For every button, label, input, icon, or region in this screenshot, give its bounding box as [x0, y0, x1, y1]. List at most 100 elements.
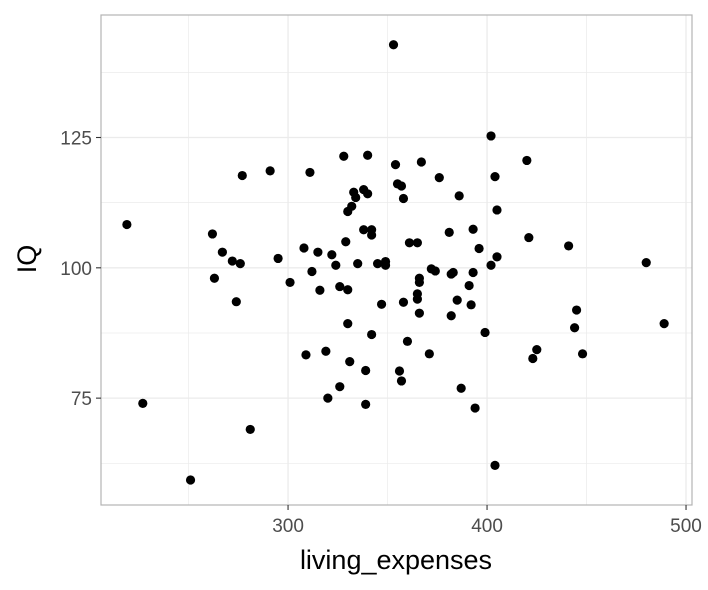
data-point: [335, 382, 345, 392]
data-point: [424, 349, 434, 359]
data-point: [388, 40, 399, 50]
data-point: [480, 327, 490, 338]
panel-border: [100, 14, 693, 506]
data-point: [412, 238, 422, 248]
data-point: [343, 285, 353, 295]
data-point: [398, 297, 409, 307]
major-gridlines: [101, 15, 692, 505]
data-point: [522, 155, 532, 166]
data-point: [396, 376, 407, 386]
data-point: [532, 345, 542, 355]
y-axis-ticks: 75 100 125: [60, 129, 101, 410]
data-point: [444, 227, 454, 237]
data-point: [361, 399, 371, 409]
y-tick-label: 75: [71, 389, 92, 410]
data-point: [430, 266, 440, 276]
data-point: [434, 173, 444, 183]
data-point: [414, 308, 424, 318]
x-tick-label: 500: [670, 516, 702, 537]
data-point: [394, 366, 405, 376]
data-point: [490, 171, 500, 182]
data-point: [452, 295, 462, 305]
data-point: [363, 189, 373, 199]
data-point: [323, 393, 333, 403]
data-point: [380, 260, 391, 270]
data-point: [353, 259, 363, 269]
data-point: [185, 475, 196, 485]
data-point: [402, 336, 413, 346]
data-point: [237, 170, 247, 181]
data-point: [363, 150, 373, 160]
data-point: [416, 157, 426, 167]
data-point: [398, 193, 409, 204]
data-point: [468, 224, 478, 234]
data-point: [367, 225, 377, 235]
data-point: [245, 424, 255, 435]
data-point: [351, 192, 361, 203]
data-point: [446, 311, 456, 321]
data-point: [341, 237, 351, 247]
data-point: [390, 160, 401, 170]
data-point: [315, 285, 325, 295]
data-point: [456, 383, 466, 393]
data-point: [347, 201, 357, 211]
data-point: [571, 305, 582, 315]
data-point: [273, 253, 283, 264]
x-tick-label: 400: [471, 516, 503, 537]
data-point: [492, 252, 502, 262]
data-point: [313, 247, 323, 257]
data-point: [490, 460, 500, 470]
data-point: [486, 131, 496, 141]
data-point: [327, 250, 337, 260]
y-axis-title: IQ: [12, 245, 42, 274]
data-point: [448, 267, 458, 278]
data-point: [466, 300, 476, 310]
data-point: [528, 353, 538, 364]
data-point: [396, 181, 407, 191]
data-point: [474, 243, 484, 254]
data-point: [335, 281, 345, 292]
data-point: [486, 260, 496, 270]
data-point: [524, 232, 534, 243]
data-point: [412, 289, 422, 299]
x-axis-title: living_expenses: [300, 545, 492, 575]
x-axis-ticks: 300 400 500: [272, 505, 702, 537]
data-point: [359, 225, 369, 235]
data-point: [301, 350, 311, 360]
data-point: [285, 277, 295, 288]
data-point: [343, 318, 353, 329]
data-point: [564, 241, 574, 251]
data-point: [468, 267, 478, 278]
data-point: [404, 238, 415, 248]
data-point: [321, 346, 331, 356]
y-tick-label: 100: [60, 259, 92, 280]
data-point: [217, 247, 227, 257]
data-point: [339, 151, 349, 161]
data-point: [376, 299, 387, 309]
data-point: [641, 258, 651, 268]
data-point: [235, 259, 245, 269]
data-point: [209, 273, 220, 283]
data-point: [492, 205, 502, 215]
data-point: [138, 398, 148, 408]
data-point: [367, 329, 377, 340]
data-point: [361, 365, 371, 376]
data-point: [470, 403, 480, 413]
data-point: [265, 166, 275, 176]
data-point: [569, 323, 580, 333]
data-point: [464, 280, 474, 291]
data-point: [307, 266, 317, 277]
data-point: [577, 349, 588, 359]
y-tick-label: 125: [60, 129, 92, 150]
data-point: [122, 219, 132, 230]
data-point: [299, 243, 309, 253]
data-points: [122, 40, 669, 485]
data-point: [231, 297, 241, 307]
data-point: [207, 229, 218, 239]
data-point: [331, 260, 341, 270]
data-point: [305, 167, 315, 178]
data-point: [414, 273, 424, 283]
minor-gridlines: [101, 15, 692, 505]
